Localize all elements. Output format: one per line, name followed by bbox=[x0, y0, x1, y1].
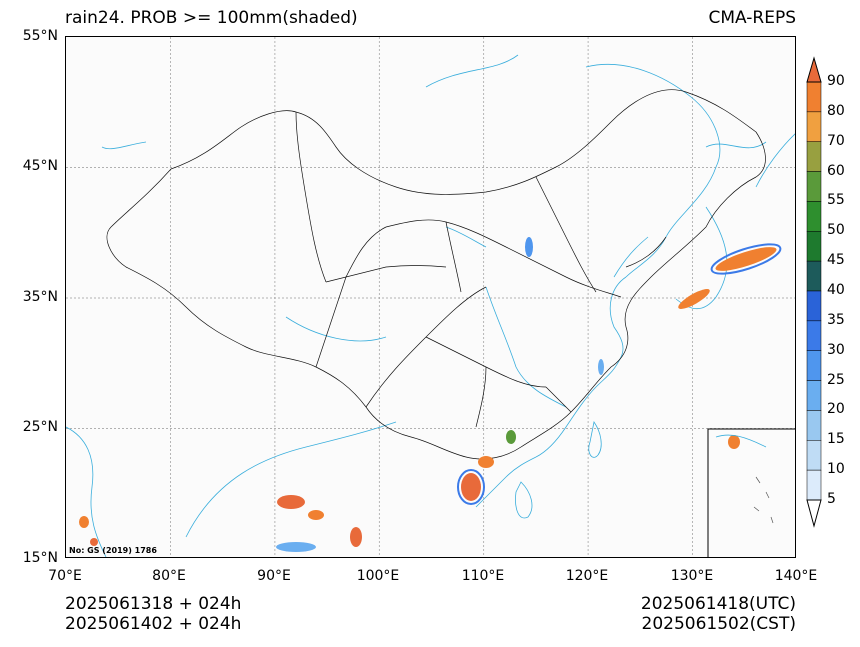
colorbar-tick-label: 80 bbox=[827, 102, 845, 119]
lon-label-80: 80°E bbox=[152, 568, 186, 584]
colorbar-block bbox=[806, 440, 822, 471]
lat-label-15: 15°N bbox=[22, 550, 58, 566]
colorbar-block bbox=[806, 350, 822, 381]
colorbar-top-arrow-icon bbox=[806, 56, 822, 83]
lon-label-70: 70°E bbox=[48, 568, 82, 584]
colorbar-block bbox=[806, 111, 822, 142]
lon-label-130: 130°E bbox=[670, 568, 714, 584]
valid-time-footer: 2025061418(UTC) 2025061502(CST) bbox=[641, 594, 796, 634]
init-time-cst: 2025061402 + 024h bbox=[65, 614, 242, 634]
colorbar-tick-label: 15 bbox=[827, 431, 845, 448]
map-canvas bbox=[66, 37, 795, 557]
lon-label-100: 100°E bbox=[356, 568, 400, 584]
lon-label-120: 120°E bbox=[565, 568, 609, 584]
precip-shading bbox=[79, 237, 782, 552]
valid-time-cst: 2025061502(CST) bbox=[641, 614, 796, 634]
colorbar-block bbox=[806, 290, 822, 322]
init-time-utc: 2025061318 + 024h bbox=[65, 594, 242, 614]
lat-label-55: 55°N bbox=[22, 28, 58, 44]
admin-boundaries bbox=[106, 89, 766, 460]
colorbar-block bbox=[806, 260, 822, 292]
colorbar-block bbox=[806, 81, 822, 113]
title-right: CMA-REPS bbox=[708, 8, 796, 28]
lat-label-45: 45°N bbox=[22, 158, 58, 174]
colorbar-block bbox=[806, 469, 822, 501]
colorbar-tick-label: 90 bbox=[827, 73, 845, 89]
colorbar-tick-label: 55 bbox=[827, 192, 845, 209]
colorbar-tick-label: 35 bbox=[827, 311, 845, 328]
colorbar-tick-label: 50 bbox=[827, 222, 845, 239]
colorbar-bottom-arrow-icon bbox=[806, 499, 822, 528]
colorbar-tick-label: 25 bbox=[827, 371, 845, 388]
south-china-sea-inset bbox=[707, 428, 795, 557]
colorbar-block bbox=[806, 231, 822, 262]
lon-label-140: 140°E bbox=[774, 568, 818, 584]
colorbar-tick-label: 70 bbox=[827, 132, 845, 149]
colorbar-block bbox=[806, 320, 822, 351]
colorbar-block bbox=[806, 171, 822, 202]
colorbar-tick-label: 30 bbox=[827, 341, 845, 358]
colorbar bbox=[806, 56, 822, 528]
title-left: rain24. PROB >= 100mm(shaded) bbox=[65, 8, 358, 28]
map-approval-number: No: GS (2019) 1786 bbox=[69, 546, 157, 555]
lon-label-90: 90°E bbox=[257, 568, 291, 584]
lon-label-110: 110°E bbox=[461, 568, 505, 584]
colorbar-block bbox=[806, 410, 822, 441]
valid-time-utc: 2025061418(UTC) bbox=[640, 594, 796, 614]
colorbar-tick-label: 5 bbox=[827, 491, 836, 507]
colorbar-block bbox=[806, 141, 822, 172]
colorbar-tick-label: 20 bbox=[827, 401, 845, 418]
colorbar-block bbox=[806, 201, 822, 232]
colorbar-tick-label: 45 bbox=[827, 252, 845, 269]
init-time-footer: 2025061318 + 024h 2025061402 + 024h bbox=[65, 594, 241, 634]
lat-label-35: 35°N bbox=[22, 289, 58, 305]
lat-label-25: 25°N bbox=[22, 419, 58, 435]
colorbar-tick-label: 60 bbox=[827, 162, 845, 179]
colorbar-tick-label: 40 bbox=[827, 282, 845, 298]
map-panel: No: GS (2019) 1786 bbox=[65, 36, 796, 558]
colorbar-tick-label: 10 bbox=[827, 461, 845, 478]
colorbar-block bbox=[806, 380, 822, 411]
